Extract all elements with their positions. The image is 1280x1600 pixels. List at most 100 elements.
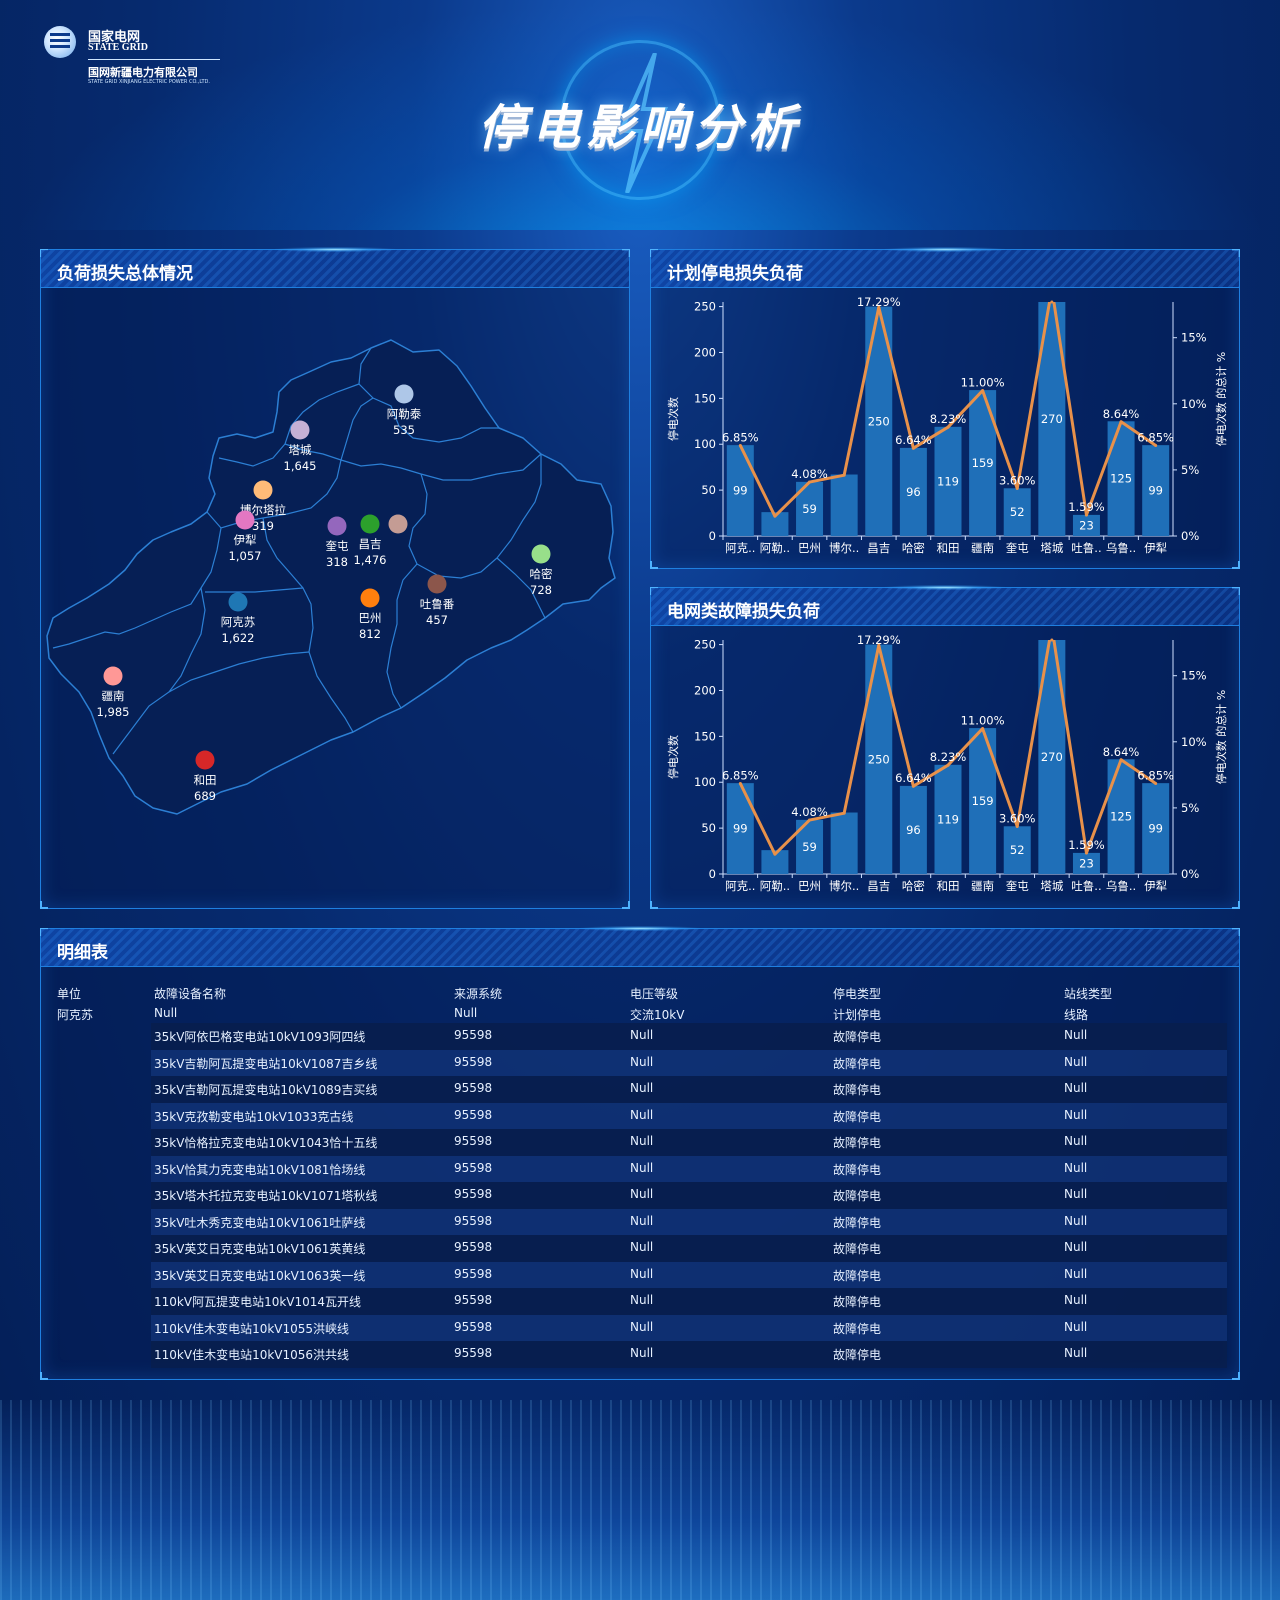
row-background [151, 1235, 1227, 1262]
table-cell: 故障停电 [833, 1215, 882, 1230]
table-row[interactable]: 35kV吉勒阿瓦提变电站10kV1089吉买线 95598 Null 故障停电 Null [57, 1076, 1227, 1103]
region-name: 吐鲁番 [420, 597, 455, 611]
map-point[interactable]: 巴州 812 [359, 588, 382, 642]
column-header[interactable]: 故障设备名称 [154, 987, 227, 1001]
region-name: 伊犁 [234, 533, 257, 547]
map-marker[interactable] [427, 574, 447, 594]
map-marker[interactable] [531, 544, 551, 564]
table-row[interactable]: 35kV英艾日克变电站10kV1061英黄线 95598 Null 故障停电 Null [57, 1235, 1227, 1262]
xinjiang-map[interactable]: 阿勒泰535塔城1,645博尔塔拉319伊犁1,057奎屯318昌吉1,476哈… [41, 288, 629, 908]
table-row[interactable]: 35kV英艾日克变电站10kV1063英一线 95598 Null 故障停电 Null [57, 1261, 1227, 1288]
bar [1142, 445, 1170, 536]
map-marker[interactable] [327, 516, 347, 536]
row-background [151, 1076, 1227, 1103]
column-header[interactable]: 单位 [57, 987, 82, 1001]
map-point[interactable]: 昌吉 1,476 [354, 514, 387, 568]
map-marker[interactable] [195, 750, 215, 770]
bar [899, 785, 927, 874]
map-point[interactable] [388, 514, 408, 534]
map-point[interactable]: 阿克苏 1,622 [221, 592, 256, 646]
page-title: 停电影响分析 [477, 100, 802, 156]
line-point [808, 818, 812, 822]
map-marker[interactable] [388, 514, 408, 534]
map-marker[interactable] [253, 480, 273, 500]
map-point[interactable]: 疆南 1,985 [97, 666, 130, 720]
load-loss-map-panel: 负荷损失总体情况 阿勒泰 535 塔城 1,645 博尔塔拉 319 伊犁 1,057 奎屯 31… [40, 247, 630, 909]
planned-outage-chart[interactable]: 0 50 100 150 200 250 0% 5% 10% 15% 停电次数 停电次数 的总计 % 9… [651, 288, 1239, 568]
detail-table[interactable]: 单位 故障设备名称 来源系统 电压等级 停电类型 站线类型 阿克苏 Null N… [57, 981, 1227, 1368]
table-cell: 故障停电 [833, 1056, 882, 1071]
x-tick-label: 吐鲁.. [1071, 541, 1101, 555]
map-point[interactable]: 和田 689 [194, 750, 217, 804]
bar [1003, 826, 1031, 874]
table-cell: 35kV阿依巴格变电站10kV1093阿四线 [154, 1030, 366, 1044]
map-marker[interactable] [394, 384, 414, 404]
line-point [842, 473, 846, 477]
state-grid-emblem-icon [44, 26, 76, 58]
column-header[interactable]: 电压等级 [630, 987, 679, 1001]
row-background [151, 1314, 1227, 1341]
map-marker[interactable] [235, 510, 255, 530]
table-cell: Null [1064, 1160, 1088, 1175]
table-cell: 阿克苏 [57, 1008, 94, 1022]
line-point [946, 763, 950, 767]
x-tick-label: 奎屯 [1006, 541, 1029, 555]
map-marker[interactable] [228, 592, 248, 612]
map-marker[interactable] [103, 666, 123, 686]
line-point [1015, 824, 1019, 828]
panel-header: 负荷损失总体情况 [41, 247, 629, 288]
column-header[interactable]: 停电类型 [833, 987, 882, 1001]
line-label: 6.64% [895, 433, 932, 447]
table-cell: Null [630, 1346, 654, 1360]
map-point[interactable]: 吐鲁番 457 [420, 574, 455, 628]
table-row[interactable]: 35kV塔木托拉克变电站10kV1071塔秋线 95598 Null 故障停电 Null [57, 1182, 1227, 1209]
column-header[interactable]: 来源系统 [454, 987, 503, 1001]
table-cell: 110kV佳木变电站10kV1056洪共线 [154, 1348, 350, 1362]
map-point[interactable]: 哈密 728 [530, 544, 553, 598]
region-name: 奎屯 [326, 539, 349, 553]
line-label: 1.59% [1068, 838, 1105, 852]
x-tick-label: 阿克.. [725, 879, 755, 893]
y-tick-label: 150 [694, 391, 716, 405]
table-cell: 95598 [454, 1346, 493, 1360]
y2-tick-label: 10% [1181, 735, 1207, 749]
table-row[interactable]: 35kV阿依巴格变电站10kV1093阿四线 95598 Null 故障停电 Null [57, 1023, 1227, 1050]
panel-header: 明细表 [41, 926, 1239, 967]
bar-label: 23 [1079, 856, 1094, 870]
bar-label: 99 [733, 822, 748, 836]
map-marker[interactable] [360, 514, 380, 534]
map-marker[interactable] [360, 588, 380, 608]
column-header[interactable]: 站线类型 [1064, 987, 1113, 1001]
table-cell: 故障停电 [833, 1295, 882, 1309]
table-row[interactable]: 110kV佳木变电站10kV1055洪峡线 95598 Null 故障停电 Null [57, 1314, 1227, 1341]
region-value: 1,622 [222, 631, 255, 645]
table-row[interactable]: 阿克苏 Null Null 交流10kV 计划停电 线路 [57, 1002, 1227, 1023]
table-row[interactable]: 35kV吐木秀克变电站10kV1061吐萨线 95598 Null 故障停电 Null [57, 1208, 1227, 1235]
line-label: 11.00% [961, 376, 1005, 390]
table-row[interactable]: 110kV阿瓦提变电站10kV1014瓦开线 95598 Null 故障停电 Null [57, 1288, 1227, 1315]
panel-title: 明细表 [57, 943, 108, 963]
grid-fault-chart[interactable]: 0 50 100 150 200 250 0% 5% 10% 15% 停电次数 停电次数 的总计 % 9… [651, 626, 1239, 908]
map-point[interactable]: 奎屯 318 [326, 516, 349, 570]
table-row[interactable]: 35kV恰格拉克变电站10kV1043恰十五线 95598 Null 故障停电 Null [57, 1129, 1227, 1156]
map-point[interactable]: 塔城 1,645 [284, 420, 317, 474]
line-point [773, 514, 777, 518]
map-marker[interactable] [290, 420, 310, 440]
region-name: 哈密 [530, 567, 553, 581]
line-point [773, 852, 777, 856]
map-point[interactable]: 伊犁 1,057 [229, 510, 262, 564]
line-point [1084, 851, 1088, 855]
map-point[interactable]: 阿勒泰 535 [387, 384, 422, 438]
x-tick-label: 伊犁 [1144, 879, 1167, 893]
x-tick-label: 疆南 [971, 541, 994, 555]
x-tick-label: 阿克.. [725, 541, 755, 555]
bar [726, 783, 754, 874]
table-row[interactable]: 35kV克孜勒变电站10kV1033克古线 95598 Null 故障停电 Null [57, 1102, 1227, 1129]
table-row[interactable]: 110kV佳木变电站10kV1056洪共线 95598 Null 故障停电 Null [57, 1341, 1227, 1368]
table-row[interactable]: 35kV吉勒阿瓦提变电站10kV1087吉乡线 95598 Null 故障停电 Null [57, 1049, 1227, 1076]
table-cell: Null [630, 1319, 654, 1334]
table-cell: 35kV塔木托拉克变电站10kV1071塔秋线 [154, 1189, 378, 1203]
table-row[interactable]: 35kV恰其力克变电站10kV1081恰场线 95598 Null 故障停电 Null [57, 1155, 1227, 1182]
x-tick-label: 博尔.. [829, 541, 859, 555]
y2-tick-label: 0% [1181, 529, 1199, 543]
